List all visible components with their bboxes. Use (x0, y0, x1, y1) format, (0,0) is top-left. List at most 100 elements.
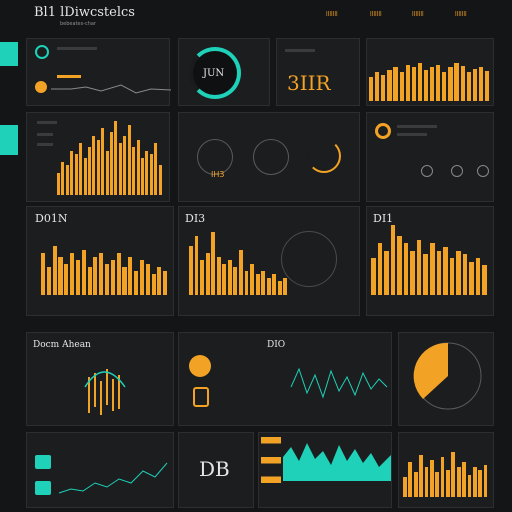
chart-bar (424, 467, 429, 497)
chart-bar (96, 139, 100, 195)
chart-bar (475, 258, 481, 295)
chart-bar (460, 66, 465, 101)
panel-row4-left (26, 432, 174, 508)
dials-value: IH3 (211, 170, 225, 179)
panel-row2-mid: DI3 (178, 206, 360, 316)
chart-bar (70, 150, 74, 195)
chart-bar (405, 65, 410, 101)
chart-bar (429, 459, 434, 497)
tab-4[interactable]: lllllll (455, 11, 467, 18)
chart-bar (416, 239, 422, 295)
row3-mid-label: DIO (267, 340, 286, 350)
chart-bar (399, 72, 404, 101)
chart-bar (101, 128, 105, 195)
row3-mid-waves (290, 367, 388, 399)
chart-bar (92, 135, 96, 195)
tab-3[interactable]: lllllll (412, 11, 424, 18)
chart-bar (266, 277, 271, 295)
chart-bar (417, 62, 423, 101)
kpi-value: 3IIR (287, 71, 331, 95)
chart-bar (443, 246, 448, 295)
chart-bar (377, 243, 383, 295)
chart-bar (451, 452, 456, 497)
chart-bar (83, 158, 87, 195)
row3-mid-icon (189, 355, 211, 377)
chart-bar (79, 143, 83, 195)
chart-bar (216, 256, 221, 295)
row2-right-label: DI1 (373, 212, 394, 225)
chart-bar (114, 121, 118, 195)
chart-bar (390, 224, 396, 295)
chart-bar (118, 143, 122, 195)
chart-main (57, 121, 163, 195)
chart-bar (194, 235, 199, 295)
panel-kpi: 3IIR (276, 38, 360, 106)
chart-bar (87, 267, 92, 295)
panel-bars-main (26, 112, 170, 202)
chart-bar (277, 281, 282, 295)
chart-bar (272, 274, 277, 295)
status-icon-1[interactable] (421, 165, 433, 177)
chart-bar (75, 260, 80, 295)
chart-bar (408, 462, 413, 497)
chart-bar (105, 150, 109, 195)
chart-bar (189, 246, 193, 295)
panel-row3-mid: DIO (178, 332, 392, 426)
chart-bar (136, 139, 140, 195)
chart-bar (423, 254, 429, 295)
chart-bar (122, 267, 127, 295)
tab-1[interactable]: lllllll (326, 11, 338, 18)
row2-mid-ring-icon (281, 231, 337, 287)
chart-bar (478, 469, 482, 497)
panel-row3-left: Docm Ahean (26, 332, 174, 426)
panel-row2-left: D01N (26, 206, 174, 316)
row4-left-btn-1[interactable] (35, 455, 51, 469)
status-icon-3[interactable] (477, 165, 489, 177)
chart-bar (387, 69, 392, 101)
chart-bar (446, 469, 450, 497)
radial-gauge-icon (189, 47, 241, 99)
chart-bar (110, 132, 114, 195)
chart-bar (134, 270, 139, 295)
chart-bar (403, 477, 407, 497)
chart-bar (222, 263, 227, 295)
chart-bar (436, 250, 442, 295)
chart-bar (403, 243, 409, 295)
chart-bar (435, 472, 439, 497)
chart-bar (123, 135, 127, 195)
chart-bar (472, 69, 477, 101)
row4-left-btn-2[interactable] (35, 481, 51, 495)
tab-2[interactable]: lllllll (370, 11, 382, 18)
chart-bar (456, 467, 461, 497)
panel-row4-right (398, 432, 494, 508)
chart-bar (410, 250, 415, 295)
chart-bar (81, 249, 86, 295)
chart-bar (369, 77, 374, 101)
chart-bar (227, 260, 232, 295)
chart-bar (454, 62, 459, 101)
chart-bar (250, 263, 254, 295)
chart-bar (430, 67, 435, 101)
overview-icon (35, 45, 49, 59)
app-title: Bl1 lDiwcstelcs (34, 5, 135, 20)
side-accent-bottom (0, 125, 18, 155)
chart-bar (381, 74, 386, 101)
chart-bar (484, 71, 490, 101)
chart-bar (255, 274, 260, 295)
status-icon-2[interactable] (451, 165, 463, 177)
dial-3-icon (307, 139, 341, 173)
panel-bars-top (366, 38, 494, 106)
chart-bar (442, 72, 447, 101)
chart-row2-right (371, 221, 489, 295)
chart-bar (483, 464, 488, 497)
panel-overview (26, 38, 172, 106)
panel-gauge: JUN (178, 38, 270, 106)
chart-bar (158, 165, 162, 195)
chart-bar (157, 267, 162, 295)
chart-bar (393, 67, 398, 101)
chart-bar (449, 258, 455, 295)
chart-bar (375, 72, 380, 101)
chart-bar (41, 253, 46, 295)
chart-bar (132, 146, 136, 195)
app-subtitle: bebeates-char (60, 21, 97, 27)
